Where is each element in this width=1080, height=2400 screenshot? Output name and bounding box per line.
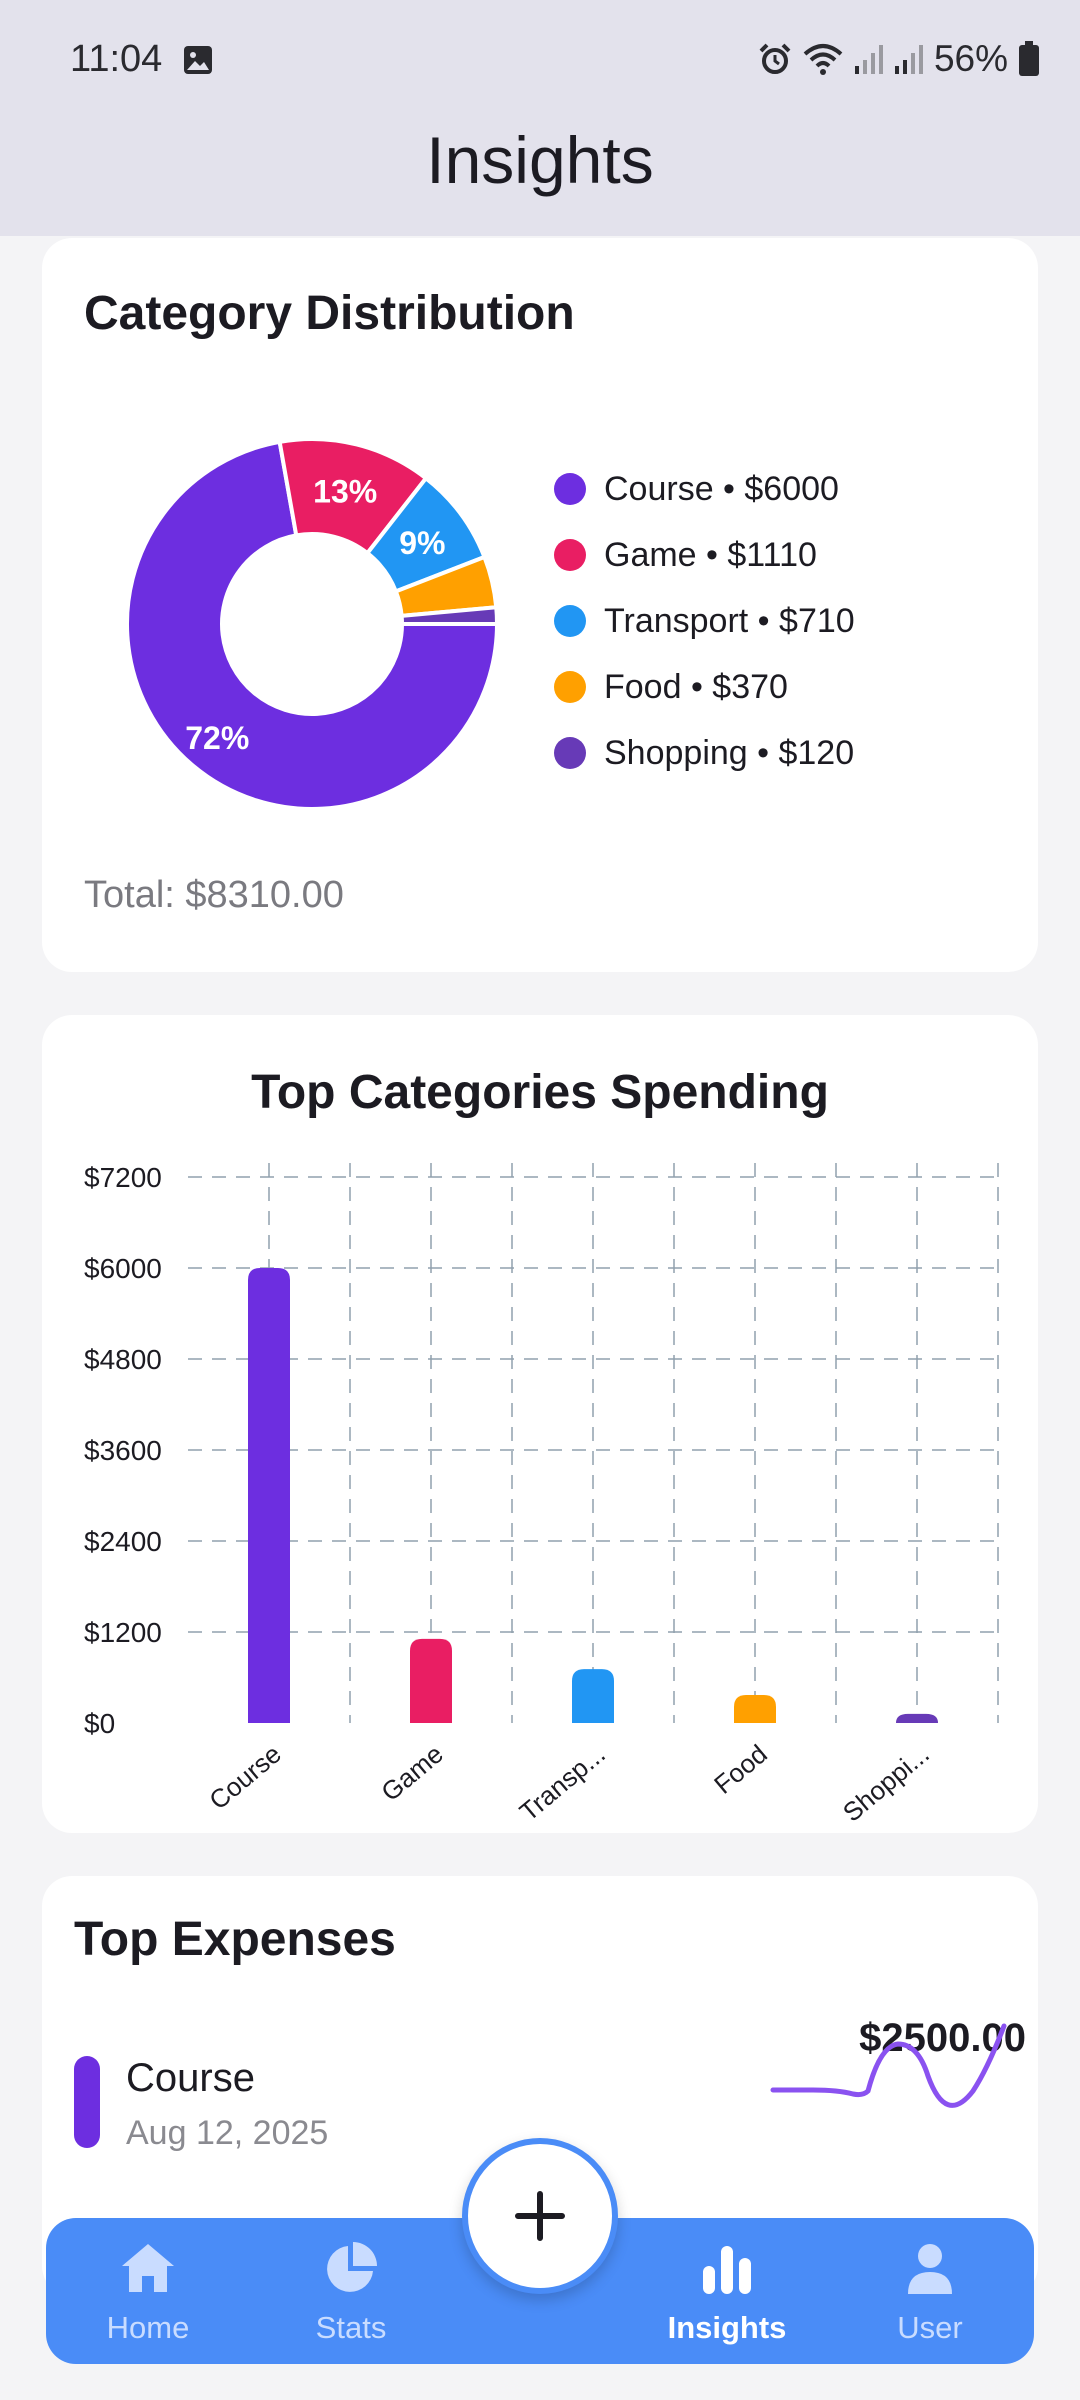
bar-chart: $0 $1200 $2400 $3600 $4800 $6000 $7200 Course Ga… [84,1162,999,1825]
nav-item-stats[interactable]: Stats [271,2218,431,2364]
legend-item-transport: Transport • $710 [554,588,855,654]
nav-label: User [897,2310,963,2345]
nav-label: Insights [667,2310,787,2345]
card-title: Category Distribution [84,287,575,340]
legend-label: Game • $1110 [604,535,817,574]
legend-color-dot [554,473,586,505]
legend-label: Food • $370 [604,667,788,706]
legend-color-dot [554,539,586,571]
legend-color-dot [554,737,586,769]
slice-percentage-label: 72% [185,720,249,756]
legend-label: Shopping • $120 [604,733,855,772]
expense-date: Aug 12, 2025 [126,2114,329,2152]
y-tick-label: $3600 [84,1435,162,1466]
legend-color-dot [554,605,586,637]
slice-percentage-label: 9% [399,525,445,561]
total-amount: Total: $8310.00 [84,874,344,916]
legend-label: Course • $6000 [604,469,839,508]
x-tick-label: Course [203,1739,286,1816]
image-notification-icon [184,46,212,74]
donut-slice-shopping [399,605,500,626]
y-tick-label: $2400 [84,1526,162,1557]
app-bar: Insights [0,120,1080,236]
card-title: Top Expenses [74,1913,396,1966]
add-expense-button[interactable] [462,2138,618,2294]
expense-sparkline [770,2023,1007,2108]
category-distribution-card: Category Distribution 72% 13% 9% Course • … [42,238,1038,972]
x-tick-label: Game [375,1739,449,1807]
bar-1 [410,1638,452,1723]
bar-chart-icon [703,2246,751,2294]
battery-percentage: 56% [933,38,1008,79]
bar-3 [734,1694,776,1723]
x-tick-label: Shoppi... [837,1739,935,1825]
legend-item-course: Course • $6000 [554,456,855,522]
pie-chart-icon [327,2242,377,2292]
signal-icon [854,45,883,74]
legend-item-food: Food • $370 [554,654,855,720]
x-tick-label: Transp... [514,1739,611,1825]
bar-4 [896,1713,938,1723]
status-time: 11:04 [70,38,163,80]
y-tick-label: $6000 [84,1253,162,1284]
legend-item-game: Game • $1110 [554,522,855,588]
wifi-icon [803,44,843,75]
battery-icon [1019,41,1039,76]
status-icons: 56% [758,38,1040,80]
nav-item-insights[interactable]: Insights [647,2218,807,2364]
user-icon [908,2244,952,2294]
y-tick-label: $7200 [84,1162,162,1193]
y-tick-label: $1200 [84,1617,162,1648]
category-color-bar [74,2056,100,2148]
legend-label: Transport • $710 [604,601,855,640]
alarm-icon [759,43,791,74]
legend-color-dot [554,671,586,703]
nav-item-user[interactable]: User [850,2218,1010,2364]
home-icon [122,2244,174,2292]
signal-icon-2 [894,45,923,74]
legend-item-shopping: Shopping • $120 [554,720,855,786]
chart-legend: Course • $6000 Game • $1110 Transport • $7… [554,456,855,786]
bar-0 [248,1268,290,1723]
donut-slice-course [125,439,500,811]
bar-2 [572,1669,614,1723]
y-tick-label: $4800 [84,1344,162,1375]
expense-category: Course [126,2056,255,2100]
slice-percentage-label: 13% [313,474,377,510]
y-tick-label: $0 [84,1708,115,1739]
plus-icon [515,2191,565,2241]
page-title: Insights [426,123,654,197]
donut-chart: 72% 13% 9% [125,437,500,811]
expense-item[interactable]: Course Aug 12, 2025 $2500.00 [74,2016,1026,2176]
chart-title: Top Categories Spending [251,1066,829,1119]
status-bar: 11:04 56% [0,0,1080,120]
x-tick-label: Food [708,1739,773,1800]
nav-label: Home [106,2310,190,2345]
nav-label: Stats [315,2310,387,2345]
nav-item-home[interactable]: Home [68,2218,228,2364]
top-categories-card: Top Categories Spending $0 $1200 $2400 $360… [42,1015,1038,1833]
